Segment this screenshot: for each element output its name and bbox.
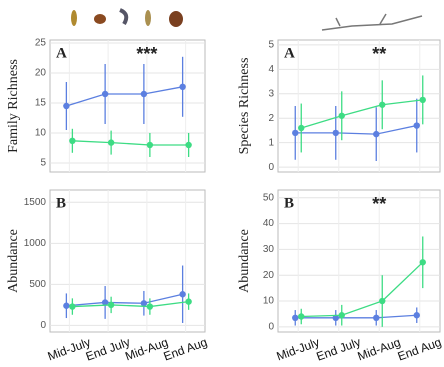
mean-point	[179, 83, 186, 91]
y-tick-label: 5	[40, 158, 46, 169]
mean-point	[107, 139, 115, 146]
y-tick-label: 0	[40, 320, 46, 331]
x-tick-label: Mid-Aug	[356, 335, 403, 363]
mean-point	[379, 101, 386, 108]
y-axis-title: Species Richness	[237, 58, 252, 155]
x-tick-label: End Aug	[162, 335, 209, 364]
mean-point	[107, 301, 115, 309]
mean-point	[373, 130, 380, 138]
plot-area	[277, 189, 441, 333]
mean-point	[419, 259, 426, 266]
mean-point	[379, 297, 386, 305]
y-tick-label: 1000	[24, 238, 47, 249]
mean-point	[146, 303, 154, 310]
y-tick-label: 25	[35, 38, 47, 49]
mean-point	[69, 137, 76, 144]
mean-point	[140, 300, 148, 307]
y-tick-label: 10	[35, 128, 47, 139]
panel-label: B	[284, 195, 294, 211]
x-tick-label: End July	[314, 335, 362, 364]
icons	[71, 8, 423, 31]
mean-point	[292, 314, 299, 321]
mean-point	[63, 302, 70, 309]
mean-line	[301, 99, 423, 129]
mean-point	[338, 312, 345, 319]
y-tick-label: 40	[263, 218, 275, 229]
y-tick-label: 10	[263, 296, 275, 307]
y-axis-title: Abundance	[6, 229, 21, 293]
panel-label: A	[56, 45, 67, 61]
mean-point	[63, 102, 70, 110]
mean-point	[298, 124, 305, 132]
mean-point	[179, 291, 186, 298]
mean-point	[292, 129, 299, 137]
y-tick-label: 50	[263, 192, 275, 203]
y-tick-label: 0	[268, 321, 274, 332]
mean-line	[295, 314, 417, 319]
mean-line	[66, 293, 183, 307]
mean-point	[146, 141, 154, 149]
plot-area	[49, 189, 206, 333]
mean-point	[185, 141, 192, 149]
panel-label: A	[284, 45, 295, 61]
significance: **	[372, 44, 386, 64]
mean-line	[295, 124, 417, 135]
mean-line	[301, 261, 424, 318]
y-tick-label: 1	[268, 137, 274, 148]
mean-point	[101, 299, 109, 306]
y-tick-label: 0	[268, 162, 274, 173]
y-tick-label: 3	[268, 88, 274, 99]
y-tick-label: 20	[263, 270, 275, 281]
y-tick-label: 1500	[24, 197, 47, 208]
y-tick-label: 20	[35, 68, 47, 79]
y-tick-label: 30	[263, 244, 275, 255]
mean-point	[101, 90, 109, 98]
mean-line	[66, 86, 183, 107]
mean-point	[332, 314, 339, 321]
y-tick-label: 500	[29, 279, 46, 290]
y-axis-title: Abundance	[237, 229, 252, 293]
mean-point	[413, 122, 420, 129]
x-tick-label: Mid-July	[275, 335, 322, 363]
mean-point	[332, 129, 339, 137]
mean-point	[413, 312, 420, 319]
plot-area	[277, 39, 441, 173]
panel-label: B	[56, 195, 66, 211]
significance: ***	[136, 44, 157, 64]
mean-point	[185, 298, 192, 305]
y-axis-title: Family Richness	[6, 59, 21, 153]
mean-point	[373, 314, 380, 321]
y-tick-label: 4	[268, 64, 274, 75]
mean-point	[419, 96, 426, 104]
mean-point	[338, 112, 345, 119]
mean-line	[72, 300, 189, 308]
x-tick-label: End Aug	[396, 335, 443, 364]
y-tick-label: 5	[268, 40, 274, 51]
y-tick-label: 2	[268, 113, 274, 124]
y-tick-label: 15	[35, 98, 47, 109]
mean-line	[72, 140, 189, 146]
mean-point	[298, 313, 305, 320]
significance: **	[372, 194, 386, 214]
plot-area	[49, 39, 206, 173]
mean-point	[69, 303, 76, 310]
mean-point	[140, 90, 148, 98]
